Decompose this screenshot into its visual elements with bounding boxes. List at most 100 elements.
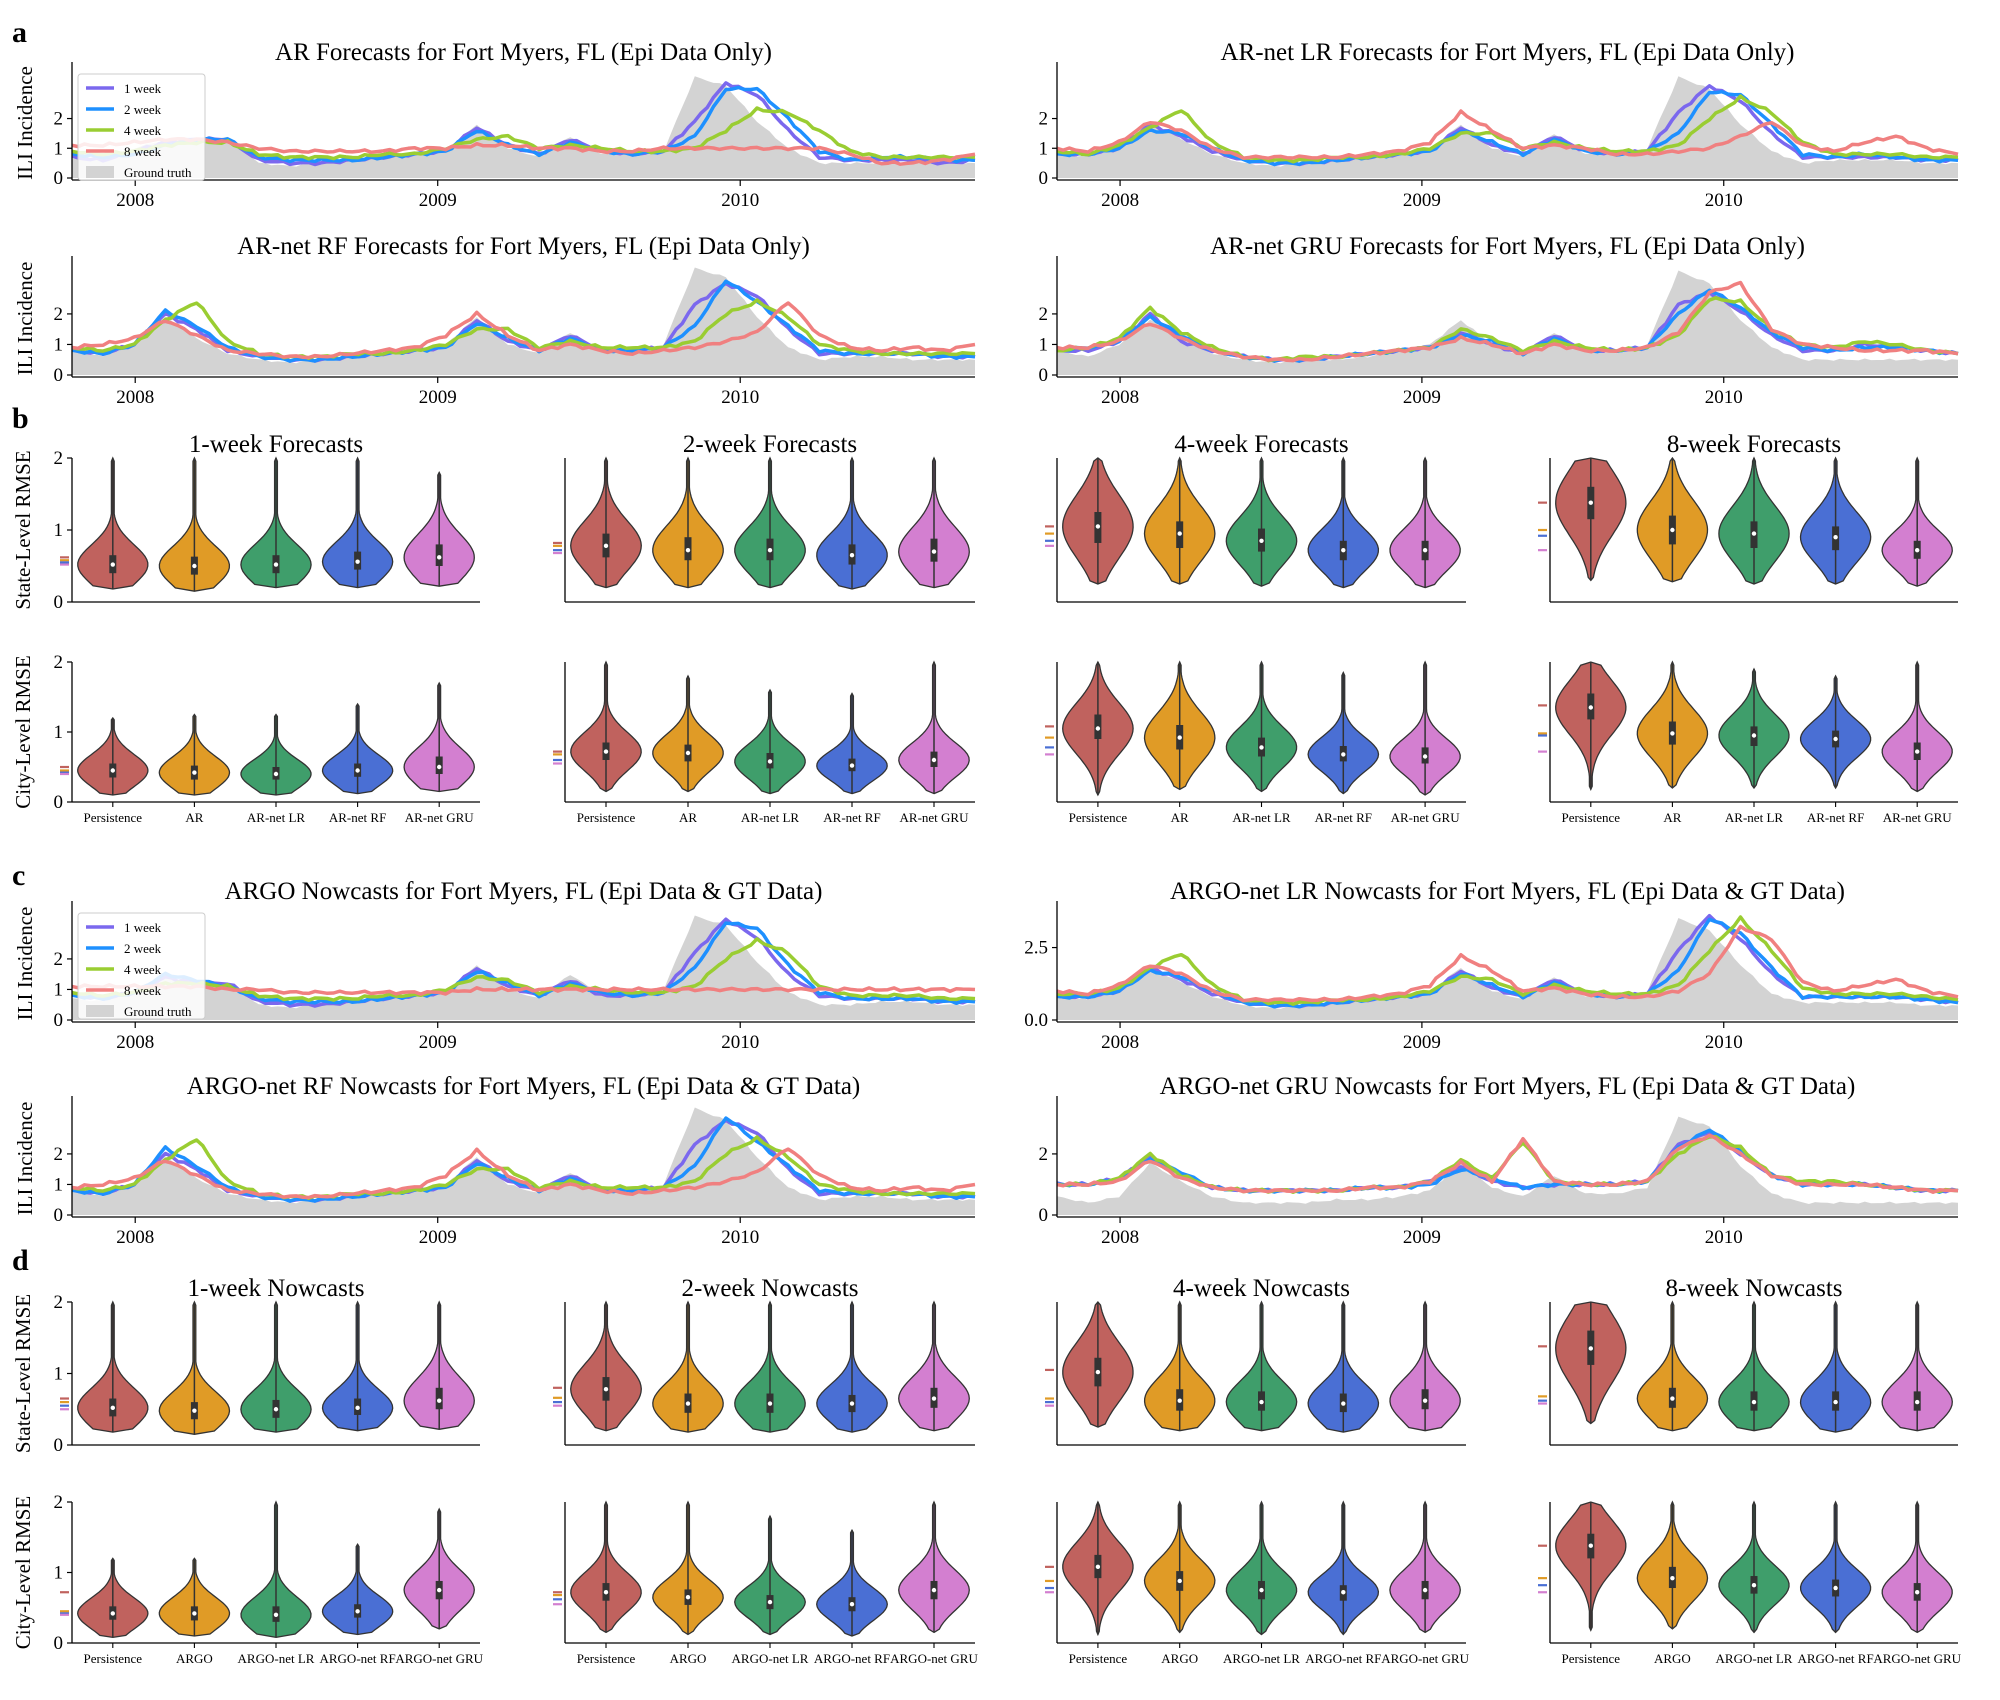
b-city-1-ytick-label: 2 <box>54 652 64 673</box>
c1-xtick-label: 2008 <box>116 1032 154 1053</box>
c1-legend-label: Ground truth <box>124 1004 192 1019</box>
b-city-8-median-5 <box>1915 749 1920 754</box>
b-state-4-median-2 <box>1177 531 1182 536</box>
b-city-4-category-label: AR-net LR <box>1232 810 1290 825</box>
b-state-4-median-1 <box>1095 524 1101 529</box>
d-city-8-category-label: ARGO-net RF <box>1797 1651 1873 1666</box>
c3-title: ARGO-net RF Nowcasts for Fort Myers, FL … <box>187 1073 861 1100</box>
b-state-2-title: 2-week Forecasts <box>683 431 857 458</box>
b-state-1-ytick-label: 2 <box>54 448 64 469</box>
d-state-4-median-1 <box>1095 1369 1101 1375</box>
c3-series-4-week <box>71 1135 976 1201</box>
b-city-4-category-label: AR-net GRU <box>1391 810 1461 825</box>
c1-ytick-label: 0 <box>54 1010 64 1031</box>
a1-ytick-label: 1 <box>54 138 64 159</box>
d-state-2-median-4 <box>849 1401 855 1406</box>
b-state-8-median-5 <box>1915 547 1920 553</box>
c2-xtick-label: 2009 <box>1403 1032 1441 1053</box>
b-city-4-category-label: AR-net RF <box>1315 810 1372 825</box>
c4-xtick-label: 2009 <box>1403 1227 1441 1248</box>
d-city-2-category-label: ARGO <box>670 1651 707 1666</box>
c1-legend-label: 1 week <box>124 920 162 935</box>
d-city-4-category-label: ARGO-net GRU <box>1381 1651 1469 1666</box>
d-city-1-category-label: ARGO-net GRU <box>395 1651 483 1666</box>
d-city-8-median-4 <box>1833 1585 1838 1591</box>
b-state-8-title: 8-week Forecasts <box>1667 431 1841 458</box>
d-state-4-title: 4-week Nowcasts <box>1173 1275 1350 1302</box>
b-state-4-title: 4-week Forecasts <box>1174 431 1348 458</box>
b-city-8-category-label: AR <box>1663 810 1681 825</box>
b-state-8-median-4 <box>1833 535 1838 540</box>
a1-legend-box <box>77 73 206 181</box>
d-state-4-median-4 <box>1341 1401 1346 1406</box>
b-city-1-ytick-label: 1 <box>54 722 64 743</box>
d-state-1-ytick-label: 2 <box>54 1292 64 1313</box>
b-city-4-median-5 <box>1422 754 1428 759</box>
b-city-4-median-4 <box>1341 752 1346 757</box>
c2-xtick-label: 2010 <box>1705 1032 1743 1053</box>
c1-title: ARGO Nowcasts for Fort Myers, FL (Epi Da… <box>225 878 823 905</box>
d-state-2-title: 2-week Nowcasts <box>681 1275 858 1302</box>
c2-ytick-label: 2.5 <box>1024 938 1048 959</box>
d-state-8-title: 8-week Nowcasts <box>1665 1275 1842 1302</box>
a1-ground-truth-area <box>72 76 975 178</box>
c1-legend-label: 8 week <box>124 983 162 998</box>
b-city-8-median-1 <box>1588 705 1594 710</box>
d-state-4-median-5 <box>1422 1398 1428 1403</box>
b-city-1-ytick-label: 0 <box>54 792 64 813</box>
a3-title: AR-net RF Forecasts for Fort Myers, FL (… <box>237 233 810 260</box>
b-state-1-median-4 <box>355 559 360 564</box>
a3-xtick-label: 2010 <box>721 387 759 408</box>
b-state-4-median-4 <box>1341 547 1346 553</box>
panel-letter-d: d <box>12 1244 29 1277</box>
d-city-2-median-3 <box>767 1599 773 1605</box>
b-city-1-median-4 <box>355 768 360 773</box>
d-city-8-median-1 <box>1588 1543 1594 1548</box>
b-city-8-category-label: AR-net LR <box>1725 810 1783 825</box>
c3-ylabel: ILI Incidence <box>13 1102 37 1216</box>
c3-series-2-week <box>71 1116 976 1203</box>
d-city-1-ytick-label: 0 <box>54 1633 64 1654</box>
d-city-8-median-3 <box>1751 1582 1757 1588</box>
b-city-1-median-5 <box>437 764 442 770</box>
d-city-4-median-1 <box>1095 1564 1101 1570</box>
b-city-1-category-label: AR <box>185 810 203 825</box>
a1-xtick-label: 2008 <box>116 190 154 211</box>
a4-ytick-label: 1 <box>1039 334 1049 355</box>
c4-ground-truth-area <box>1057 1116 1958 1215</box>
b-state-1-ylabel: State-Level RMSE <box>11 450 35 609</box>
c3-ytick-label: 2 <box>54 1144 64 1165</box>
a2-ytick-label: 0 <box>1039 168 1049 189</box>
b-state-2-median-4 <box>849 553 855 558</box>
c2-series-8-week <box>1056 924 1959 1003</box>
b-state-1-title: 1-week Forecasts <box>189 431 363 458</box>
b-city-8-category-label: AR-net RF <box>1807 810 1864 825</box>
c1-legend-swatch <box>86 1005 114 1017</box>
d-city-1-median-4 <box>355 1609 360 1614</box>
d-city-2-category-label: Persistence <box>577 1651 636 1666</box>
a2-title: AR-net LR Forecasts for Fort Myers, FL (… <box>1221 39 1795 66</box>
d-city-4-category-label: ARGO-net LR <box>1223 1651 1300 1666</box>
a3-series-4-week <box>71 298 976 361</box>
b-city-4-median-3 <box>1259 745 1264 750</box>
b-city-2-category-label: AR <box>679 810 697 825</box>
d-city-2-median-1 <box>603 1590 609 1595</box>
a1-legend-label: 2 week <box>124 102 162 117</box>
d-city-8-category-label: ARGO <box>1654 1651 1691 1666</box>
c3-ytick-label: 1 <box>54 1174 64 1195</box>
c1-legend-label: 4 week <box>124 962 162 977</box>
b-city-2-category-label: Persistence <box>577 810 636 825</box>
d-city-1-category-label: ARGO-net RF <box>319 1651 395 1666</box>
b-state-2-median-5 <box>931 549 937 554</box>
c4-ytick-label: 0 <box>1039 1205 1049 1226</box>
b-state-8-median-1 <box>1588 500 1594 505</box>
d-state-2-median-1 <box>603 1387 609 1392</box>
c1-legend-box <box>77 912 206 1020</box>
a2-ytick-label: 2 <box>1039 109 1049 130</box>
a1-legend-label: Ground truth <box>124 165 192 180</box>
a1-legend-swatch <box>86 166 114 178</box>
b-city-2-median-1 <box>603 749 609 754</box>
b-city-2-median-5 <box>931 757 937 763</box>
b-city-8-median-4 <box>1833 736 1838 742</box>
c4-xtick-label: 2008 <box>1101 1227 1139 1248</box>
